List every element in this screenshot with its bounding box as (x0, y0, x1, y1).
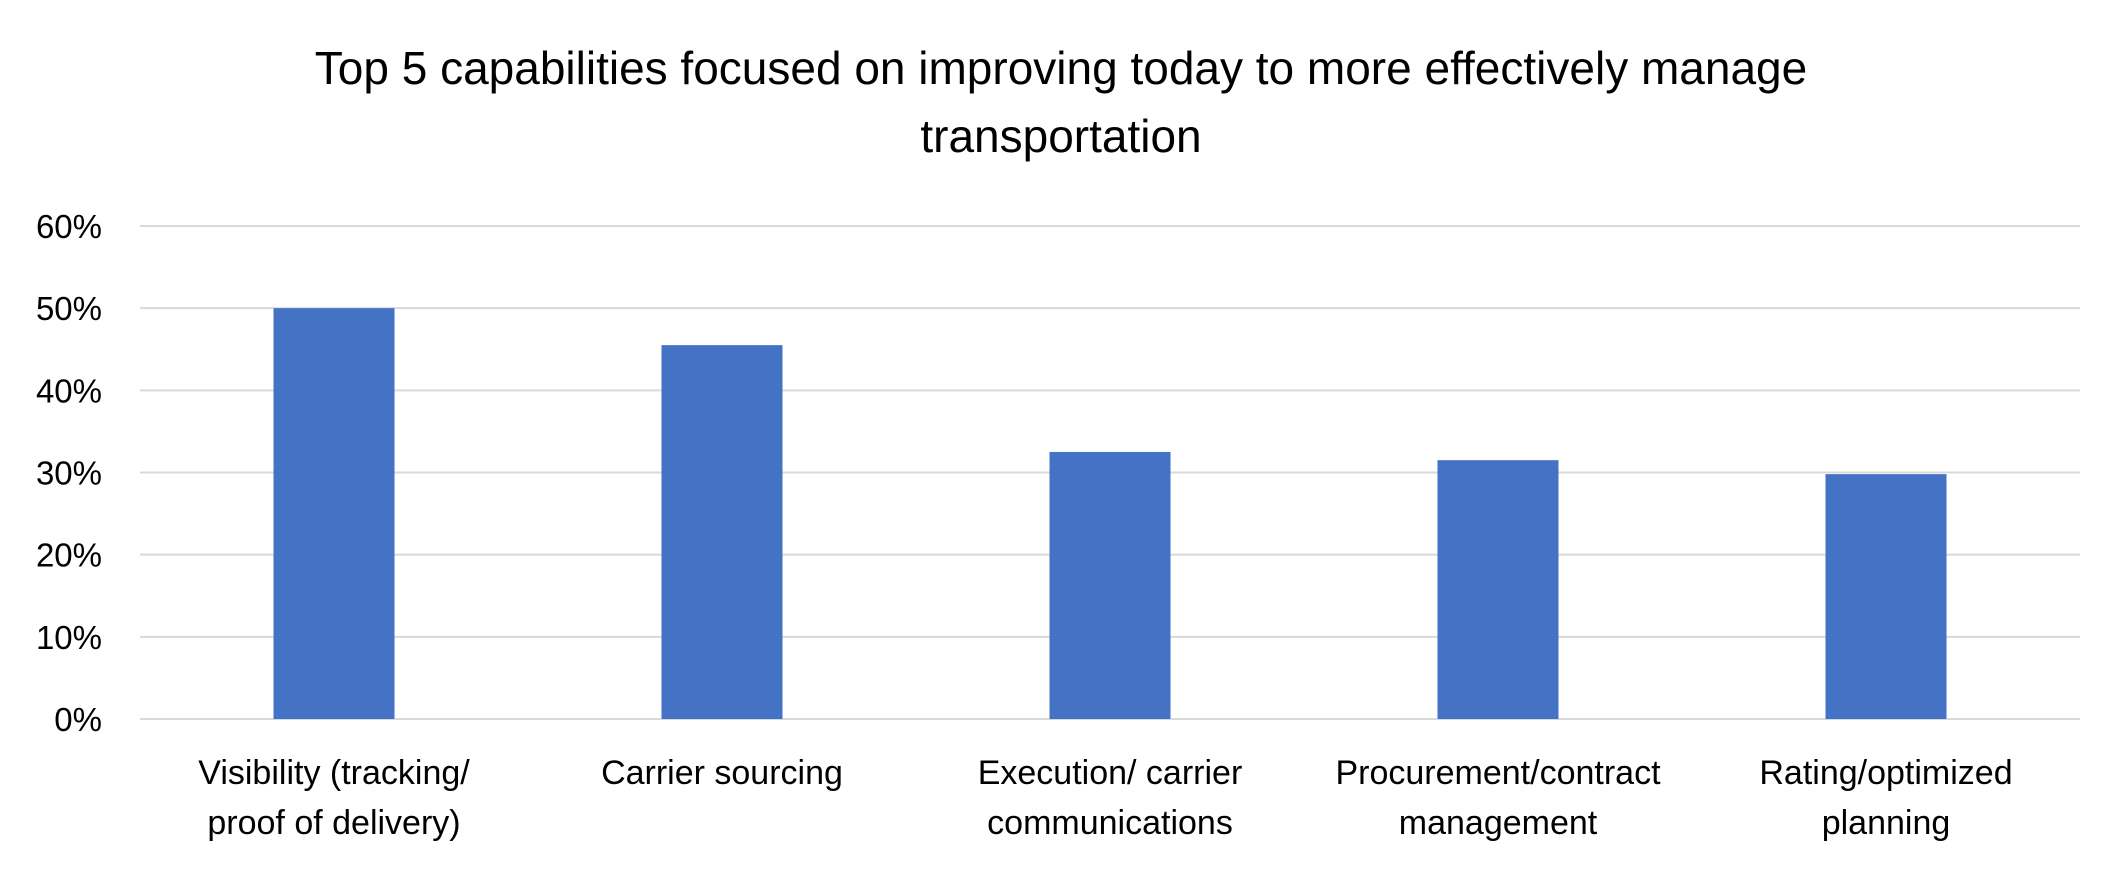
bar (273, 308, 395, 719)
x-category-label: communications (987, 804, 1233, 842)
y-tick-label: 60% (36, 208, 102, 245)
x-category-label: Carrier sourcing (601, 754, 843, 792)
x-category-label: planning (1822, 804, 1951, 842)
x-category-label: Visibility (tracking/ (198, 754, 470, 792)
x-category-label: Rating/optimized (1759, 754, 2012, 792)
x-category-label: management (1399, 804, 1598, 842)
bar (661, 345, 783, 719)
bar (1825, 474, 1947, 719)
chart-title-line-2: transportation (920, 110, 1201, 162)
y-tick-label: 0% (54, 701, 102, 738)
y-tick-label: 30% (36, 455, 102, 492)
y-axis-tick-labels: 0% 10% 20% 30% 40% 50% 60% (36, 208, 102, 738)
y-tick-label: 10% (36, 619, 102, 656)
bar (1437, 460, 1559, 719)
x-category-label: proof of delivery) (207, 804, 460, 842)
chart-title-line-1: Top 5 capabilities focused on improving … (315, 42, 1807, 94)
x-axis-category-labels: Visibility (tracking/proof of delivery) C… (198, 754, 2012, 842)
chart-title: Top 5 capabilities focused on improving … (315, 42, 1807, 162)
bars (273, 308, 1947, 719)
y-tick-label: 20% (36, 537, 102, 574)
x-category-label: Procurement/contract (1335, 754, 1661, 792)
y-tick-label: 50% (36, 290, 102, 327)
bar (1049, 451, 1171, 719)
y-tick-label: 40% (36, 372, 102, 409)
x-category-label: Execution/ carrier (978, 754, 1243, 792)
